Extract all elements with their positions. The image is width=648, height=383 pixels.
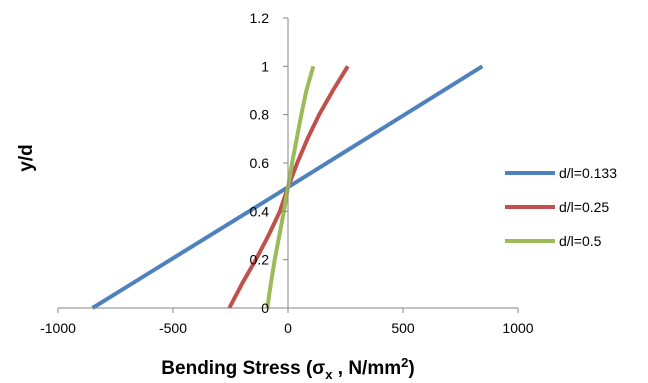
y-tick-label: 0.6 (250, 155, 270, 171)
x-axis-title-subscript: x (325, 367, 333, 382)
plot-lines (91, 64, 484, 310)
legend-label: d/l=0.133 (559, 165, 617, 181)
x-tick-label: -500 (159, 320, 187, 336)
x-tick-label: -1000 (40, 320, 76, 336)
x-axis-title-superscript: 2 (401, 355, 408, 370)
y-tick-label: 0.2 (250, 252, 270, 268)
x-ticks: -1000 -500 0 500 1000 (40, 308, 534, 336)
x-axis-title: Bending Stress (σx , N/mm2) (161, 355, 414, 382)
x-tick-label: 1000 (502, 320, 533, 336)
x-axis-title-mid: , N/mm (333, 358, 402, 379)
legend-label: d/l=0.5 (559, 233, 602, 249)
y-tick-label: 0.8 (250, 107, 270, 123)
y-tick-label: 0 (261, 300, 269, 316)
legend-label: d/l=0.25 (559, 199, 609, 215)
x-tick-label: 0 (284, 320, 292, 336)
y-ticks: 0 0.2 0.4 0.6 0.8 1 1.2 (250, 10, 288, 316)
y-tick-label: 0.4 (250, 203, 270, 219)
x-axis-title-main: Bending Stress (σ (161, 358, 325, 379)
y-tick-label: 1.2 (250, 10, 270, 26)
legend: d/l=0.133 d/l=0.25 d/l=0.5 (505, 165, 617, 249)
y-tick-label: 1 (261, 58, 269, 74)
x-tick-label: 500 (391, 320, 415, 336)
x-axis-title-end: ) (408, 358, 414, 379)
y-axis-title: y/d (16, 144, 37, 171)
svg-text:Bending Stress (σx , N/mm2): Bending Stress (σx , N/mm2) (161, 355, 414, 382)
